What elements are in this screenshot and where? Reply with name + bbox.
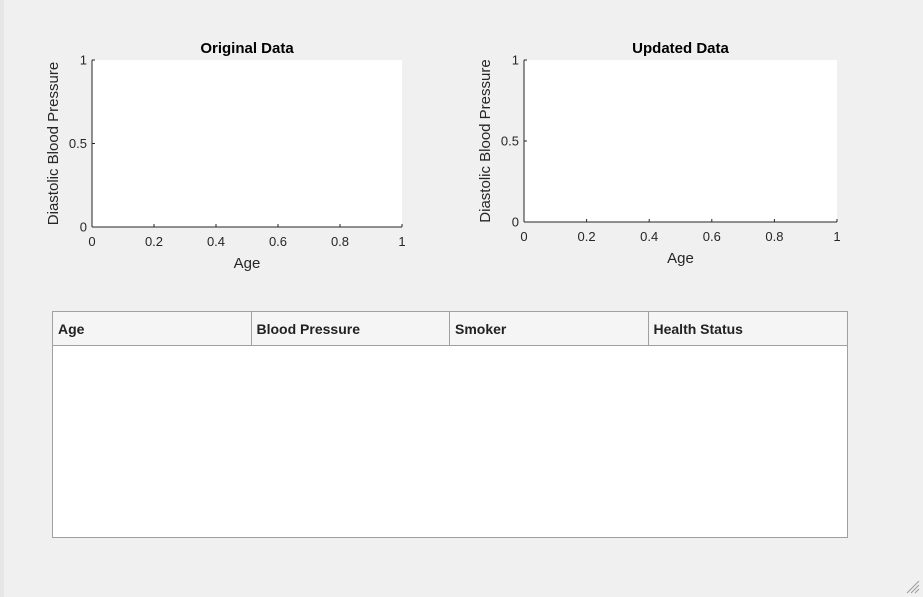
y-axis-label: Diastolic Blood Pressure	[477, 59, 494, 222]
chart-title: Original Data	[200, 40, 294, 57]
y-tick-label: 1	[80, 53, 87, 68]
plot-area[interactable]	[524, 60, 837, 222]
column-header-blood-pressure[interactable]: Blood Pressure	[252, 312, 450, 345]
y-tick-label: 0	[512, 215, 519, 230]
y-tick-label: 0.5	[501, 134, 519, 149]
column-header-smoker[interactable]: Smoker	[450, 312, 649, 345]
x-tick-label: 0.8	[331, 234, 349, 249]
y-tick-label: 0	[80, 220, 87, 235]
data-table[interactable]: Age Blood Pressure Smoker Health Status	[52, 311, 848, 538]
x-tick-label: 0.8	[765, 229, 783, 244]
y-tick-label: 0.5	[69, 136, 87, 151]
x-tick-label: 0	[88, 234, 95, 249]
plot-area[interactable]	[92, 60, 402, 227]
x-axis-label: Age	[234, 255, 261, 272]
x-tick-label: 0.6	[703, 229, 721, 244]
table-body[interactable]	[53, 346, 847, 537]
chart-original-data[interactable]: 0 0.2 0.4 0.6 0.8 1 0 0.5 1 Original Data Age Diast…	[45, 40, 406, 272]
x-tick-label: 0.4	[207, 234, 225, 249]
x-tick-label: 1	[398, 234, 405, 249]
y-tick-label: 1	[512, 53, 519, 68]
x-tick-label: 0	[520, 229, 527, 244]
x-tick-label: 0.2	[145, 234, 163, 249]
table-header: Age Blood Pressure Smoker Health Status	[53, 312, 847, 346]
x-tick-label: 0.6	[269, 234, 287, 249]
x-tick-label: 0.2	[578, 229, 596, 244]
chart-title: Updated Data	[632, 40, 729, 57]
chart-updated-data[interactable]: 0 0.2 0.4 0.6 0.8 1 0 0.5 1 Updated Data Age Diasto…	[477, 40, 841, 267]
resize-grip-icon[interactable]	[904, 578, 920, 594]
column-header-health-status[interactable]: Health Status	[653, 320, 743, 337]
x-axis-label: Age	[667, 250, 694, 267]
x-tick-label: 0.4	[640, 229, 658, 244]
x-tick-label: 1	[833, 229, 840, 244]
column-header-age[interactable]: Age	[53, 312, 252, 345]
y-axis-label: Diastolic Blood Pressure	[45, 62, 62, 225]
charts-area: 0 0.2 0.4 0.6 0.8 1 0 0.5 1 Original Data Age Diast…	[45, 40, 841, 272]
